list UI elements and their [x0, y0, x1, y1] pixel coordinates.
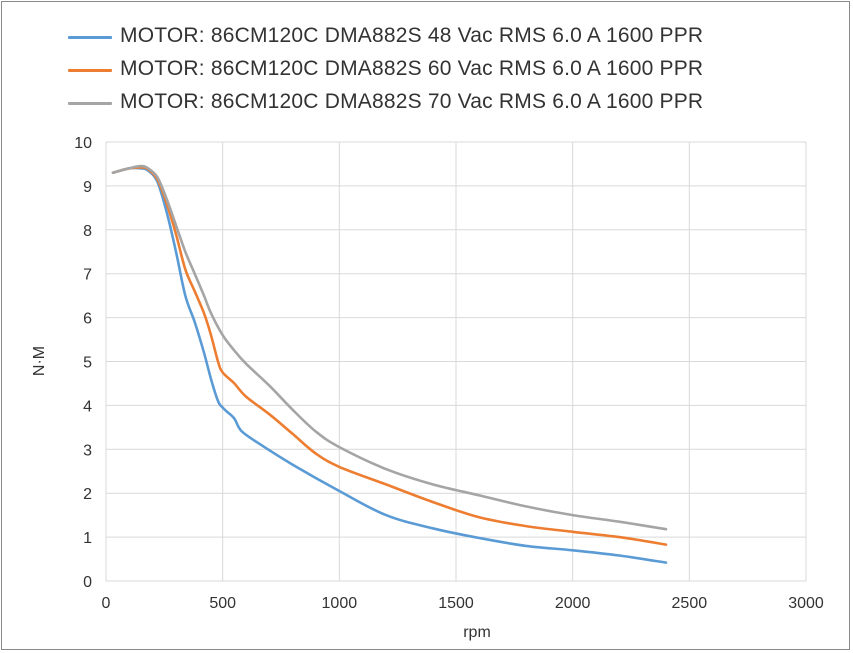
- y-tick-label: 4: [83, 398, 92, 415]
- y-tick-label: 5: [83, 355, 92, 372]
- x-tick-labels: 0 500 1000 1500 2000 2500 3000: [102, 595, 824, 612]
- y-tick-label: 2: [83, 486, 92, 503]
- x-axis-title: rpm: [463, 624, 491, 641]
- y-tick-label: 9: [83, 179, 92, 196]
- y-tick-label: 7: [83, 267, 92, 284]
- y-tick-label: 3: [83, 442, 92, 459]
- y-tick-label: 10: [74, 135, 92, 152]
- y-tick-label: 6: [83, 311, 92, 328]
- series-line-0: [111, 166, 668, 564]
- series-line-2: [111, 164, 668, 531]
- x-tick-label: 2000: [555, 595, 591, 612]
- y-tick-label: 8: [83, 223, 92, 240]
- legend-swatch-60vac: [68, 69, 112, 72]
- y-tick-label: 1: [83, 530, 92, 547]
- grid: [105, 141, 807, 582]
- legend-label-70vac: MOTOR: 86CM120C DMA882S 70 Vac RMS 6.0 A…: [120, 90, 704, 113]
- legend-label-60vac: MOTOR: 86CM120C DMA882S 60 Vac RMS 6.0 A…: [120, 57, 704, 80]
- legend-label-48vac: MOTOR: 86CM120C DMA882S 48 Vac RMS 6.0 A…: [120, 24, 704, 47]
- x-tick-label: 1500: [438, 595, 474, 612]
- x-tick-label: 2500: [672, 595, 708, 612]
- x-tick-label: 3000: [788, 595, 824, 612]
- y-tick-label: 0: [83, 574, 92, 591]
- y-tick-labels: 0 1 2 3 4 5 6 7 8 9 10: [74, 135, 92, 591]
- legend-swatch-48vac: [68, 36, 112, 39]
- series-layer: [111, 164, 668, 564]
- x-tick-label: 0: [102, 595, 111, 612]
- x-tick-label: 500: [209, 595, 236, 612]
- legend-swatch-70vac: [68, 102, 112, 105]
- series-line-1: [111, 166, 668, 546]
- x-tick-label: 1000: [322, 595, 358, 612]
- y-axis-title: N·M: [31, 346, 48, 376]
